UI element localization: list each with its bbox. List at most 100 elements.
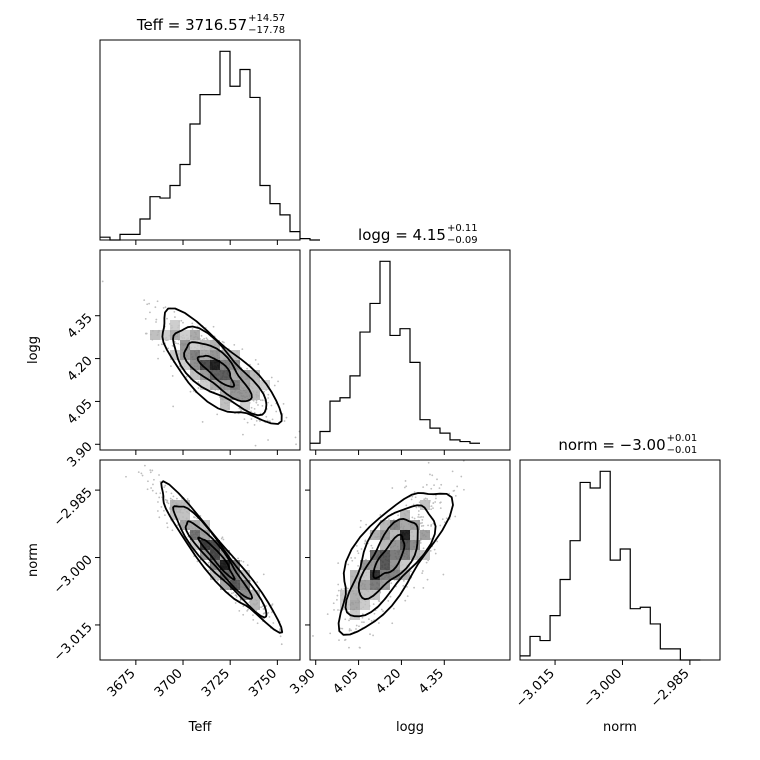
sample-point	[433, 484, 435, 487]
density-cell	[250, 390, 260, 400]
sample-point	[242, 560, 245, 563]
panel-diag-Teff	[99, 39, 301, 241]
histogram-Teff-bin-15	[250, 97, 260, 240]
histogram-norm-bin-12	[640, 607, 650, 660]
sample-point	[417, 505, 420, 508]
sample-point	[166, 317, 168, 320]
sample-point	[392, 607, 395, 610]
sample-point	[151, 489, 154, 492]
sample-point	[146, 488, 149, 491]
sample-point	[164, 514, 166, 516]
title-sub: −0.09	[447, 235, 478, 246]
xtick-label-logg: 3.90	[287, 666, 318, 697]
sample-point	[230, 592, 233, 595]
density-Teff-norm	[125, 464, 284, 646]
sample-point	[152, 483, 154, 486]
density-cell	[420, 500, 430, 510]
sample-point	[422, 587, 425, 589]
sample-point	[205, 337, 208, 340]
sample-point	[175, 497, 178, 500]
sample-point	[370, 620, 373, 622]
sample-point	[429, 473, 431, 476]
density-Teff-logg	[101, 280, 303, 447]
sample-point	[391, 487, 394, 489]
sample-point	[361, 621, 363, 624]
density-cell	[240, 370, 250, 380]
sample-point	[436, 540, 439, 543]
histogram-norm-bin-4	[560, 580, 570, 660]
sample-point	[456, 485, 459, 488]
histogram-logg-bin-14	[450, 440, 460, 450]
density-cell	[180, 360, 190, 370]
ytick-label-logg: 3.90	[65, 439, 96, 470]
sample-point	[253, 411, 256, 414]
density-cell	[370, 570, 380, 580]
density-cell	[230, 370, 240, 380]
density-cell	[240, 590, 250, 600]
density-cell	[380, 520, 390, 530]
histogram-logg-bin-2	[330, 401, 340, 450]
sample-point	[273, 384, 276, 387]
sample-point	[285, 416, 288, 419]
sample-point	[252, 619, 255, 621]
sample-point	[420, 515, 423, 518]
xlabel-Teff: Teff	[188, 720, 213, 735]
density-cell	[200, 380, 210, 390]
density-cell	[220, 370, 230, 380]
sample-point	[403, 486, 406, 489]
sample-point	[380, 608, 383, 611]
sample-point	[270, 404, 273, 407]
sample-point	[279, 635, 282, 638]
sample-point	[241, 348, 244, 351]
sample-point	[170, 365, 172, 368]
sample-point	[430, 524, 433, 526]
histogram-norm-bin-8	[600, 471, 610, 660]
contour-level-4	[161, 307, 283, 425]
sample-point	[191, 322, 194, 325]
density-cell	[390, 540, 400, 550]
density-cell	[210, 370, 220, 380]
histogram-logg-bin-10	[410, 362, 420, 450]
sample-point	[337, 609, 339, 611]
sample-point	[301, 408, 303, 410]
sample-point	[351, 559, 354, 562]
histogram-logg-bin-8	[390, 335, 400, 450]
histogram-norm-bin-6	[580, 482, 590, 660]
sample-point	[326, 613, 329, 615]
histogram-Teff-bin-6	[160, 198, 170, 240]
sample-point	[355, 544, 358, 547]
title-sup: +0.11	[447, 223, 478, 234]
density-cell	[160, 330, 170, 340]
sample-point	[364, 540, 367, 543]
sample-point	[125, 475, 127, 478]
sample-point	[425, 561, 428, 564]
sample-point	[362, 621, 365, 624]
sample-point	[410, 498, 413, 501]
density-cell	[260, 380, 270, 390]
sample-point	[357, 565, 359, 567]
sample-point	[208, 569, 211, 572]
sample-point	[419, 542, 422, 544]
sample-point	[441, 518, 444, 521]
sample-point	[141, 474, 144, 477]
sample-point	[158, 474, 160, 476]
sample-point	[382, 610, 384, 612]
sample-point	[336, 594, 339, 597]
xlabel-logg: logg	[396, 720, 424, 735]
sample-point	[283, 420, 286, 422]
density-cell	[350, 570, 360, 580]
sample-point	[338, 639, 340, 641]
sample-point	[445, 517, 448, 520]
density-cell	[420, 530, 430, 540]
sample-point	[275, 410, 278, 413]
density-cell	[190, 530, 200, 540]
sample-point	[261, 399, 264, 402]
sample-point	[312, 635, 314, 637]
sample-point	[267, 612, 270, 614]
sample-point	[439, 507, 442, 510]
density-cell	[360, 580, 370, 590]
sample-point	[422, 486, 425, 489]
sample-point	[234, 594, 237, 597]
sample-point	[358, 625, 360, 628]
sample-point	[460, 475, 463, 478]
